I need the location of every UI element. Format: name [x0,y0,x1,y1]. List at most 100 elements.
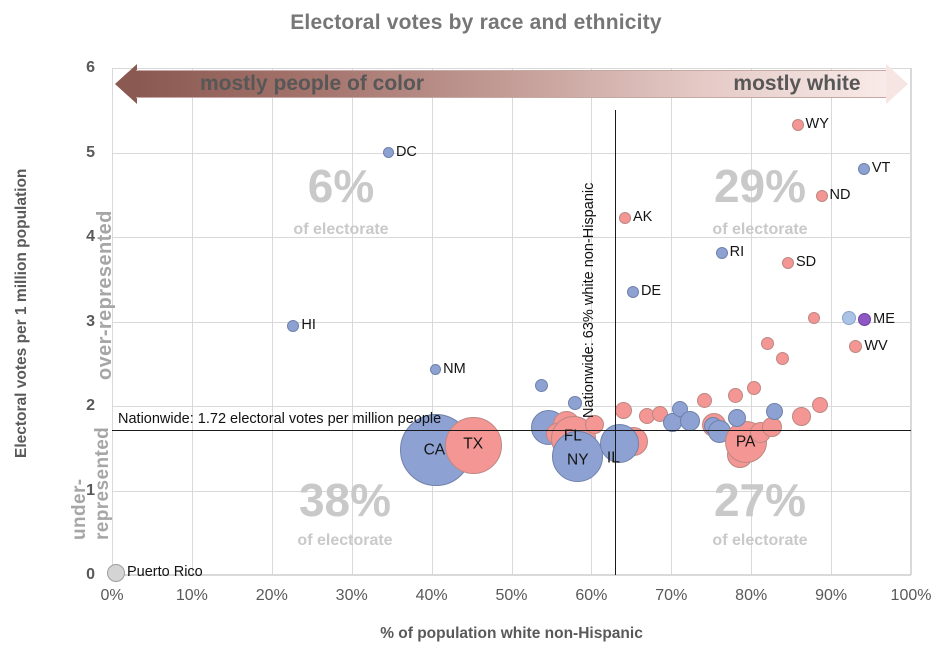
quadrant-top-right-caption: of electorate [712,221,808,238]
quadrant-top-right-value: 29% [713,160,807,212]
nationwide-vertical-label: Nationwide: 63% white non-Hispanic [581,182,598,418]
gridline-horizontal [112,152,911,154]
quadrant-top-left-caption: of electorate [293,221,389,238]
point-label-tx: TX [463,435,484,453]
quadrant-bottom-left-value: 38% [298,474,392,526]
chart-title: Electoral votes by race and ethnicity [290,11,662,34]
data-point [727,408,746,427]
x-tick-label: 90% [815,587,848,604]
x-axis-title: % of population white non-Hispanic [380,625,643,642]
x-tick-label: 100% [890,587,932,604]
data-point [535,379,549,393]
data-point-dc [382,147,394,158]
point-label-ak: AK [632,208,653,225]
data-point-ri [715,247,728,260]
x-tick-label: 0% [100,587,124,604]
arrow-label-people-of-color: mostly people of color [199,72,425,95]
data-point [761,417,782,438]
point-label-wy: WY [805,116,829,133]
gridline-horizontal [112,406,911,407]
data-point [727,387,743,403]
point-label-il: IL [606,449,620,467]
point-label-pa: PA [735,433,756,451]
data-point [585,415,605,435]
data-point [765,403,783,421]
y-tick-label: 1 [86,481,95,499]
data-point-vt [857,163,870,176]
arrow-body [136,70,887,98]
point-label-sd: SD [795,254,817,271]
point-label-wv: WV [864,337,888,354]
y-tick-label: 6 [86,59,95,76]
demographic-gradient-arrow: mostly people of color mostly white [115,64,908,104]
y-tick-label: 3 [86,312,95,330]
data-point [842,311,857,326]
point-label-vt: VT [871,160,891,177]
y-tick-label: 5 [86,143,95,161]
point-label-dc: DC [395,143,417,160]
point-label-nd: ND [829,187,851,204]
nationwide-vertical-line [615,110,617,575]
data-point-ak [618,211,631,224]
y-tick-label: 2 [86,397,95,414]
data-point-tx [444,417,502,475]
gridline-horizontal [112,321,911,323]
quadrant-bottom-right-caption: of electorate [712,532,808,549]
x-tick-label: 80% [735,587,768,604]
nationwide-horizontal-line [112,429,911,431]
point-label-ny: NY [567,451,589,469]
data-point [775,352,789,366]
point-label-ri: RI [729,244,745,261]
data-point-wy [791,119,804,132]
gridline-horizontal [112,68,911,69]
x-tick-label: 40% [415,587,448,604]
y-axis-title: Electoral votes per 1 million population [13,168,30,458]
gridline-vertical [911,68,912,575]
x-tick-label: 10% [175,587,208,604]
point-label-ca: CA [423,441,446,459]
x-tick-label: 50% [495,587,528,604]
x-tick-label: 20% [255,587,288,604]
x-tick-label: 70% [655,587,688,604]
quadrant-bottom-left-caption: of electorate [297,532,393,549]
data-point [614,401,632,419]
data-point [760,336,774,350]
quadrant-bottom-right-value: 27% [713,474,807,526]
data-point [679,411,700,432]
arrow-left-head-icon [115,64,137,104]
data-point-sd [781,257,794,270]
x-tick-label: 30% [335,587,368,604]
point-label-nm: NM [443,360,466,377]
y-tick-label: 4 [86,228,95,245]
quadrant-top-left-value: 6% [307,160,375,212]
point-label-de: DE [640,282,662,299]
gridline-horizontal [112,490,911,492]
data-point [567,395,582,410]
data-point [697,392,713,408]
y-tick-label: 0 [86,566,95,583]
point-label-puerto-rico: Puerto Rico [126,564,203,581]
data-point-wv [849,340,863,354]
data-point-puerto-rico [106,564,125,583]
point-label-hi: HI [301,316,316,333]
point-label-me: ME [873,310,895,327]
gridline-horizontal [112,237,911,238]
data-point [807,312,820,325]
data-point [746,381,761,396]
data-point-nm [430,364,442,376]
nationwide-horizontal-label: Nationwide: 1.72 electoral votes per mil… [118,410,442,427]
arrow-label-mostly-white: mostly white [733,72,861,95]
data-point-nd [815,190,828,203]
data-point-ny [552,431,604,483]
x-tick-label: 60% [575,587,608,604]
data-point-me [858,313,872,327]
data-point-hi [287,319,300,332]
point-label-fl: FL [563,427,582,445]
data-point [792,407,812,427]
over-represented-label: over-represented [94,210,116,380]
arrow-right-head-icon [886,64,908,104]
data-point [811,397,828,414]
data-point-de [626,285,639,298]
gridline-horizontal [112,575,911,576]
